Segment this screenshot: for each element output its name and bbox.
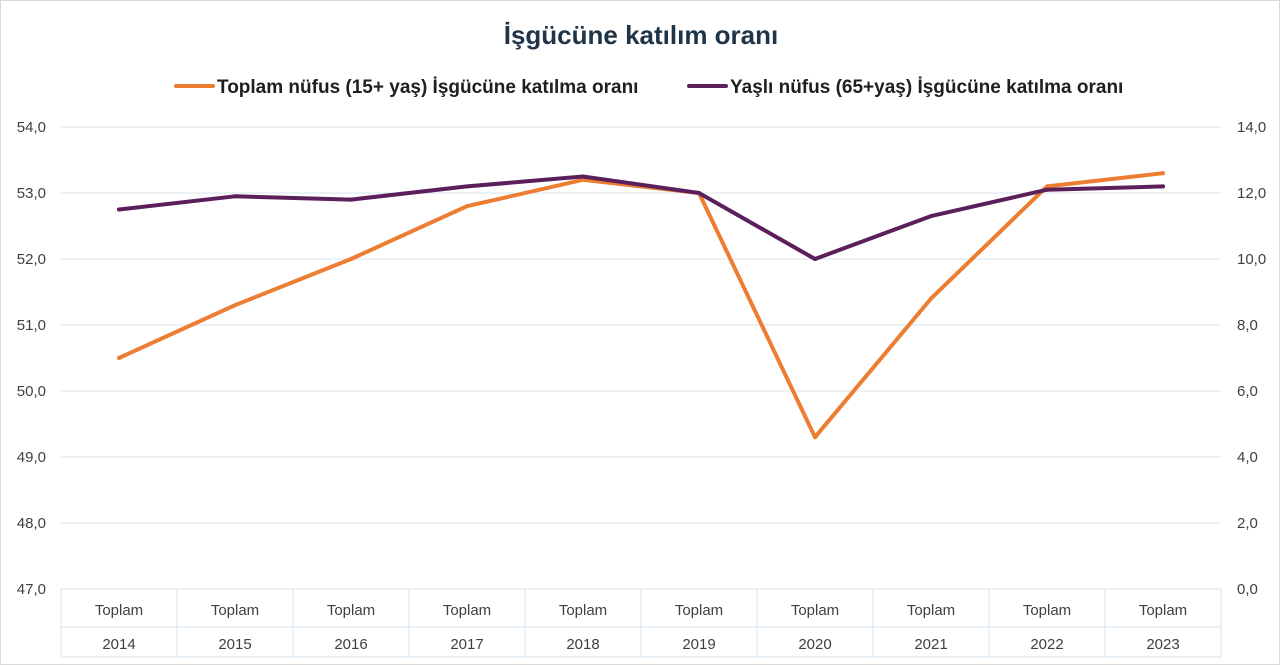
gridlines: [61, 126, 1221, 590]
year-label: 2021: [914, 636, 947, 653]
category-label: Toplam: [443, 602, 491, 619]
legend-label: Yaşlı nüfus (65+yaş) İşgücüne katılma or…: [730, 77, 1123, 98]
data-point: [581, 177, 585, 182]
data-point: [1045, 187, 1049, 192]
data-point: [233, 303, 237, 308]
left-tick-label: 53,0: [17, 185, 46, 202]
year-label: 2015: [218, 636, 251, 653]
category-label: Toplam: [1023, 602, 1071, 619]
data-point: [813, 257, 817, 261]
data-point: [349, 257, 353, 261]
year-label: 2022: [1030, 636, 1063, 653]
legend-item: Toplam nüfus (15+ yaş) İşgücüne katılma …: [174, 77, 638, 98]
series-line-elderly-population: [117, 174, 1165, 261]
data-point: [465, 184, 469, 189]
data-point: [929, 214, 933, 219]
data-point: [929, 296, 933, 301]
data-point: [1161, 184, 1165, 189]
category-label: Toplam: [675, 602, 723, 619]
right-y-axis: 0,0 2,0 4,0 6,0 8,0 10,0 12,0 14,0: [1237, 119, 1266, 598]
data-point: [697, 191, 701, 195]
data-point: [465, 204, 469, 209]
right-tick-label: 8,0: [1237, 317, 1258, 334]
data-point: [349, 197, 353, 202]
chart-title: İşgücüne katılım oranı: [504, 20, 779, 50]
left-tick-label: 48,0: [17, 515, 46, 532]
category-axis: Toplam 2014 Toplam 2015 Toplam 2016 Toplam 2017…: [60, 589, 1222, 658]
series-line-total-population: [117, 171, 1165, 440]
data-point: [233, 194, 237, 199]
year-label: 2019: [682, 636, 715, 653]
year-label: 2016: [334, 636, 367, 653]
category-label: Toplam: [211, 602, 259, 619]
data-point: [117, 207, 121, 212]
left-tick-label: 54,0: [17, 119, 46, 136]
data-point: [813, 435, 817, 440]
left-tick-label: 52,0: [17, 251, 46, 268]
data-point: [1045, 184, 1049, 189]
right-tick-label: 0,0: [1237, 581, 1258, 598]
left-tick-label: 49,0: [17, 449, 46, 466]
right-tick-label: 6,0: [1237, 383, 1258, 400]
right-tick-label: 10,0: [1237, 251, 1266, 268]
category-label: Toplam: [95, 602, 143, 619]
category-label: Toplam: [907, 602, 955, 619]
right-tick-label: 14,0: [1237, 119, 1266, 136]
left-tick-label: 50,0: [17, 383, 46, 400]
left-tick-label: 51,0: [17, 317, 46, 334]
category-label: Toplam: [559, 602, 607, 619]
year-label: 2018: [566, 636, 599, 653]
legend-label: Toplam nüfus (15+ yaş) İşgücüne katılma …: [217, 77, 638, 98]
right-tick-label: 4,0: [1237, 449, 1258, 466]
right-tick-label: 2,0: [1237, 515, 1258, 532]
year-label: 2017: [450, 636, 483, 653]
data-point: [581, 174, 585, 179]
series-lines: [117, 171, 1165, 440]
category-label: Toplam: [327, 602, 375, 619]
category-label: Toplam: [791, 602, 839, 619]
category-label: Toplam: [1139, 602, 1187, 619]
data-point: [117, 356, 121, 360]
year-label: 2020: [798, 636, 831, 653]
legend-item: Yaşlı nüfus (65+yaş) İşgücüne katılma or…: [687, 77, 1123, 98]
year-label: 2023: [1146, 636, 1179, 653]
year-label: 2014: [102, 636, 135, 653]
legend: Toplam nüfus (15+ yaş) İşgücüne katılma …: [174, 77, 1123, 98]
data-point: [1161, 171, 1165, 176]
left-tick-label: 47,0: [17, 581, 46, 598]
right-tick-label: 12,0: [1237, 185, 1266, 202]
left-y-axis: 47,0 48,0 49,0 50,0 51,0 52,0 53,0 54,0: [17, 119, 46, 598]
